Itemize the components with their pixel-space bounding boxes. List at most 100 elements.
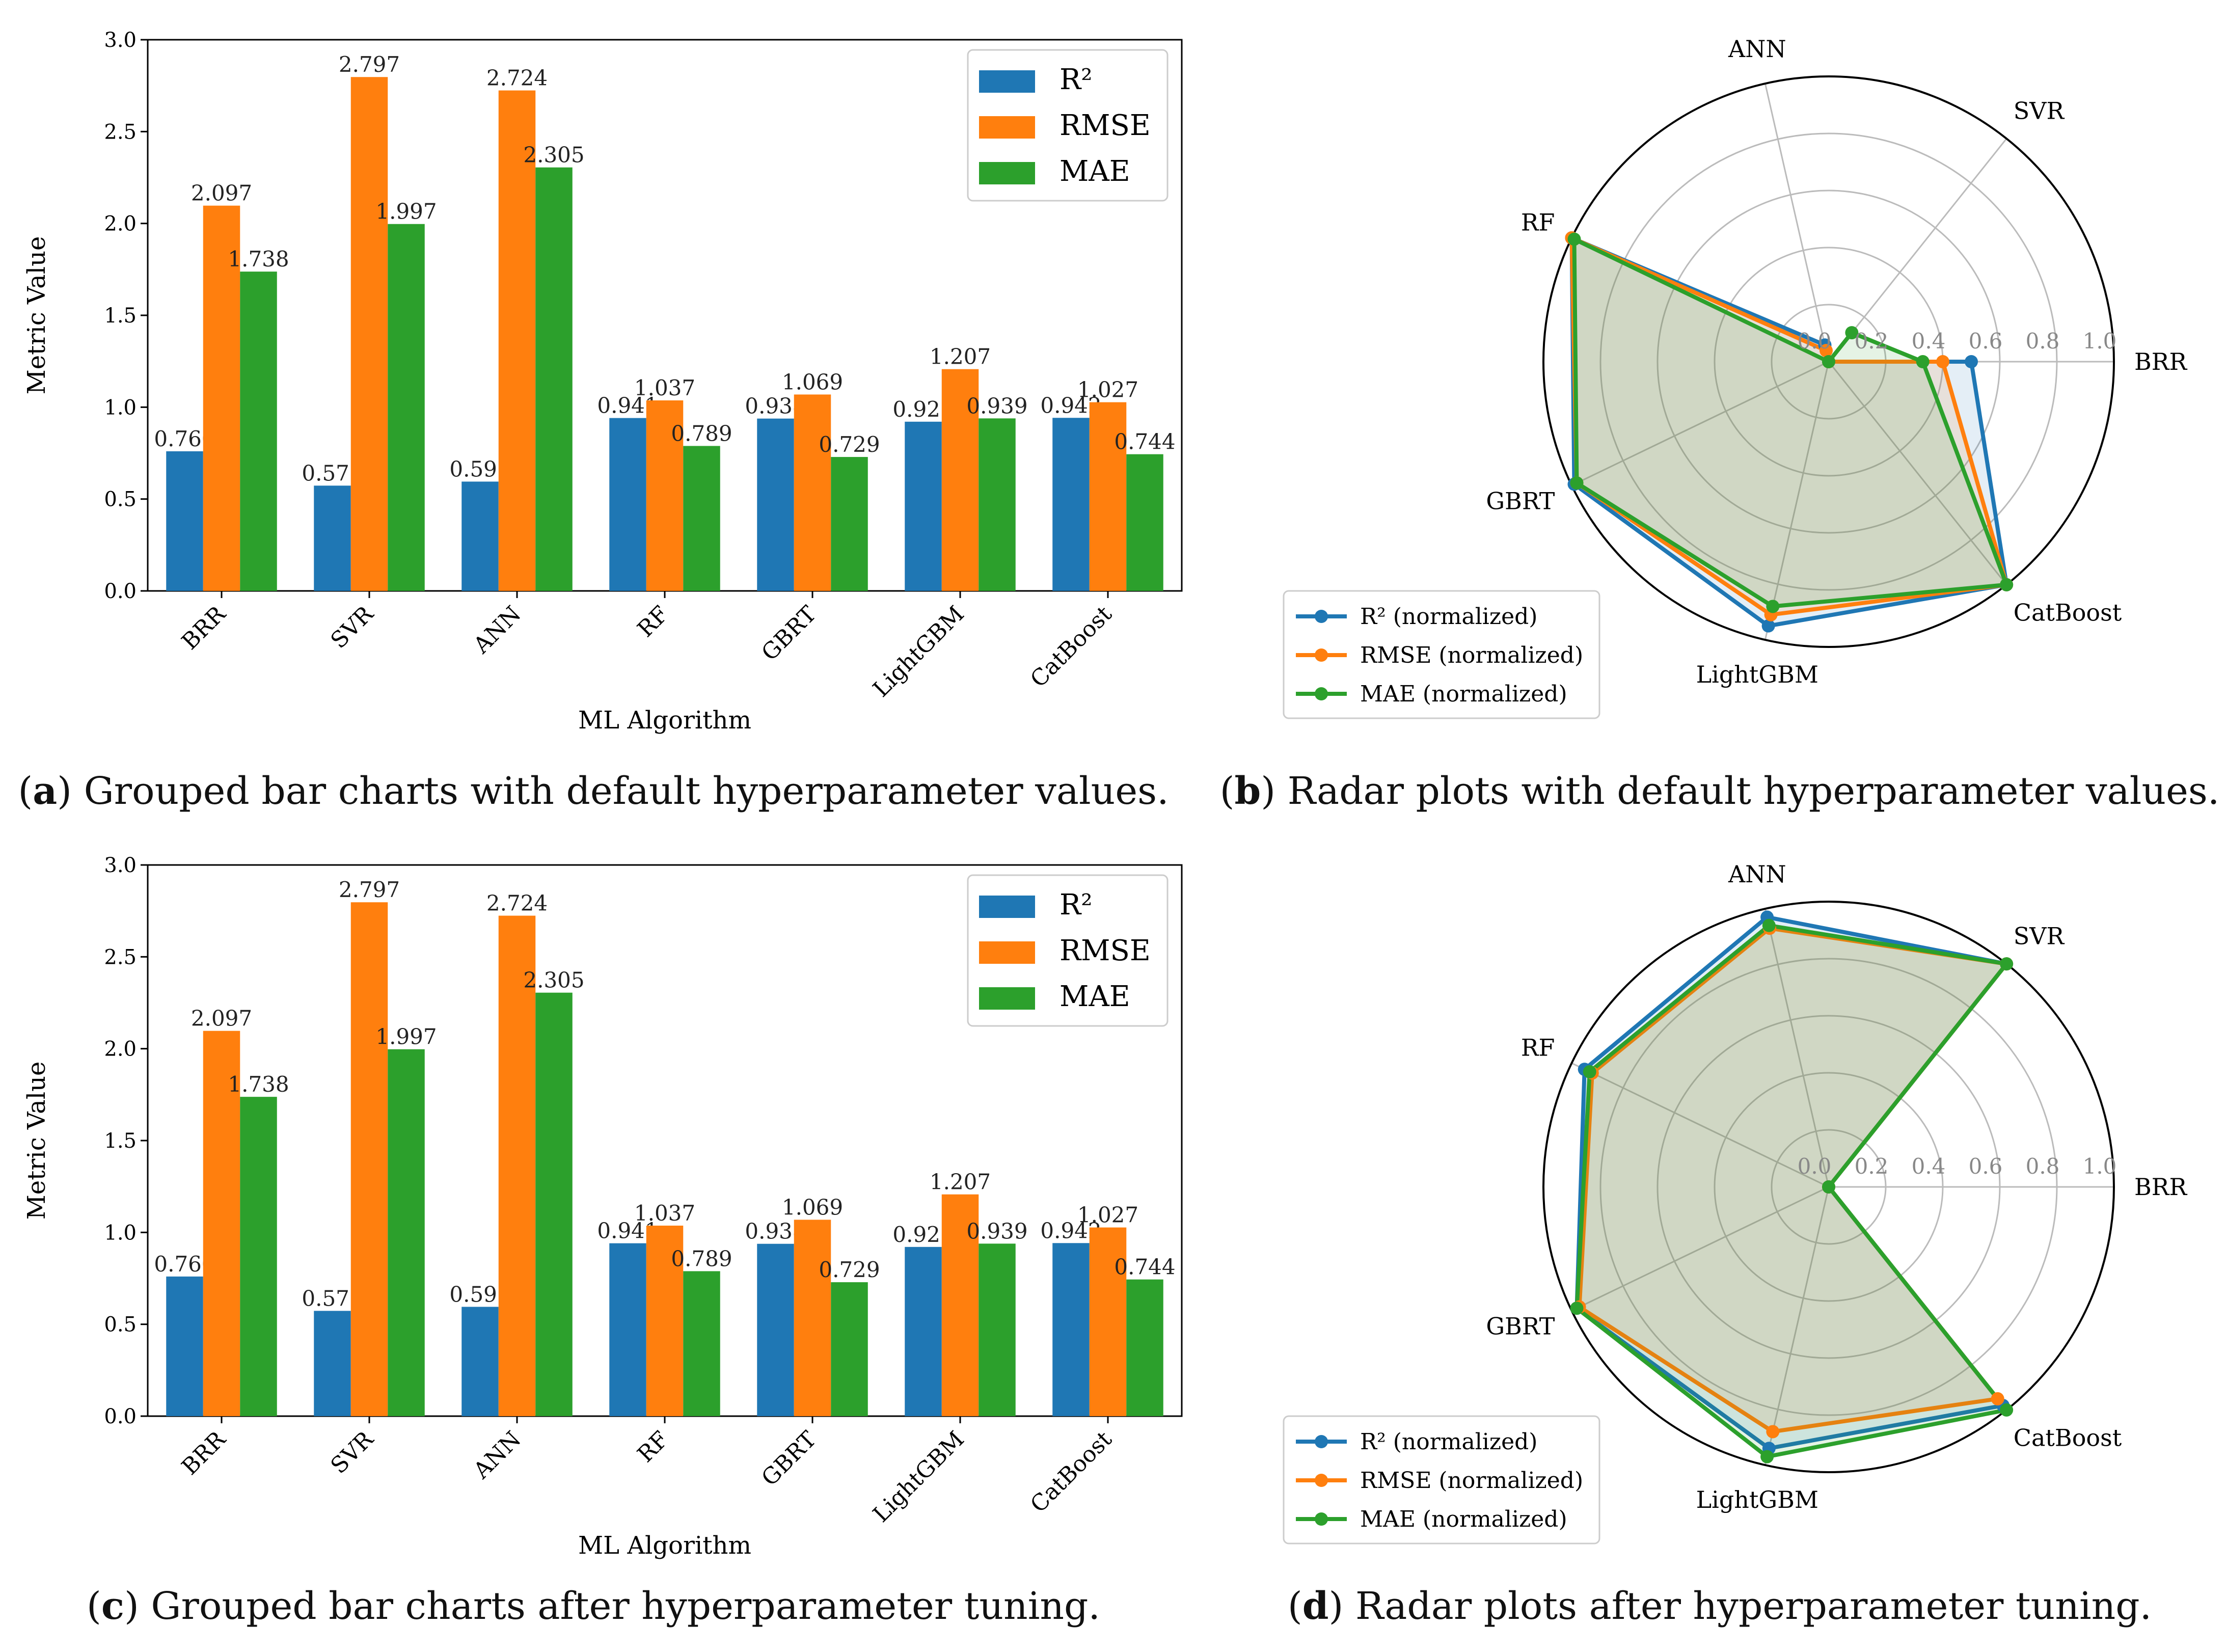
bar-r2 [609,418,646,591]
legend-marker-r2 [1315,610,1328,623]
y-tick-label: 0.5 [104,1313,137,1337]
bar-mae [1126,454,1163,591]
bar-value-label: 0.789 [671,1246,732,1271]
bar-value-label: 0.744 [1114,429,1175,454]
legend-label-rmse: RMSE (normalized) [1360,642,1583,668]
legend-label-mae: MAE (normalized) [1360,1506,1567,1532]
bar-value-label: 2.797 [339,52,400,77]
radar-axis-label: LightGBM [1696,1486,1818,1513]
bar-value-label: 2.305 [523,968,584,993]
radar-point-mae [1766,600,1780,613]
bar-value-label: 2.097 [191,1006,252,1031]
caption-c-letter: c [101,1584,124,1628]
bar-mae [388,224,425,591]
radar-point-mae [1583,1065,1596,1079]
radar-axis-label: LightGBM [1696,661,1818,688]
bar-value-label: 0.729 [819,432,880,457]
caption-a-text: ) Grouped bar charts with default hyperp… [57,769,1169,813]
bar-value-label: 0.789 [671,421,732,446]
radar-r-tick-label: 0.6 [1969,1154,2003,1179]
radar-spoke [1571,1062,1829,1188]
radar-spoke [1828,361,2007,585]
bar-r2 [757,418,794,591]
radar-point-rmse [1819,344,1833,358]
legend-label-rmse: RMSE [1060,109,1151,142]
y-tick-label: 2.5 [104,120,137,144]
bar-value-label: 1.207 [930,1170,991,1195]
bar-rmse [941,369,979,591]
radar-r-tick-label: 0.4 [1912,329,1946,354]
bar-value-label: 2.724 [486,891,548,916]
legend-box [1283,590,1600,719]
radar-point-mae [1567,232,1581,246]
y-tick-label: 3.0 [104,854,137,877]
bar-value-label: 2.097 [191,181,252,206]
bar-mae [979,1243,1016,1416]
radar-outer-circle [1542,75,2115,648]
bar-rmse [794,1220,831,1416]
x-axis-label: ML Algorithm [578,706,751,735]
legend-marker-rmse [1315,1474,1328,1487]
radar-axis-label: BRR [2134,348,2187,375]
bar-r2 [905,1247,942,1416]
bar-r2 [461,481,499,591]
radar-axis-label: SVR [2014,922,2065,950]
legend-swatch-mae [979,162,1035,184]
bar-mae [240,272,277,591]
radar-point-mae [1760,1450,1774,1464]
y-tick-label: 3.0 [104,29,137,52]
radar-point-mae [1916,355,1930,368]
y-tick-label: 2.5 [104,945,137,969]
x-tick-label: ANN [468,601,526,659]
bar-value-label: 0.729 [819,1257,880,1282]
radar-axis-label: SVR [2014,97,2065,124]
bar-mae [240,1097,277,1416]
legend-label-r2: R² [1060,63,1093,96]
legend-marker-mae [1315,687,1328,700]
bar-rmse [498,915,536,1416]
bar-r2 [905,421,942,591]
bar-mae [388,1049,425,1416]
legend-swatch-rmse [979,941,1035,964]
bar-value-label: 1.738 [228,247,289,272]
bar-value-label: 1.207 [930,344,991,369]
radar-axis-label: CatBoost [2014,1424,2122,1452]
radar-chart-default: 0.0 0.2 0.4 0.6 0.8 1.0 BRR SVR ANN RF GBRT LightGB… [1212,0,2227,754]
bar-value-label: 0.939 [966,1218,1027,1243]
caption-b-text: ) Radar plots with default hyperparamete… [1261,769,2220,813]
caption-b-letter: b [1234,769,1261,813]
bar-r2 [461,1307,499,1416]
x-tick-label: CatBoost [1025,1426,1117,1518]
bar-chart-tuned-svg: 0.00.51.01.52.02.53.0BRR0.7602.0971.738S… [22,854,1183,1560]
bar-mae [535,992,573,1416]
bar-value-label: 1.738 [228,1072,289,1097]
x-tick-label: LightGBM [868,601,969,702]
bar-value-label: 1.069 [782,369,843,394]
bar-r2 [1052,418,1090,591]
bar-r2 [314,1311,351,1416]
radar-r-tick-label: 0.6 [1969,329,2003,354]
radar-spoke [1764,83,1830,362]
bar-mae [831,457,868,591]
radar-point-r2 [1965,355,1978,368]
radar-r-tick-label: 0.4 [1912,1154,1946,1179]
bar-chart-tuned: 0.0 0.5 1.0 1.5 2.0 2.5 3.0 BRR 0.760 2.097 1.738 S… [0,825,1187,1579]
bar-rmse [1089,1227,1127,1416]
bar-mae [979,418,1016,591]
radar-point-rmse [1991,1392,2004,1405]
x-axis-label: ML Algorithm [578,1531,751,1560]
bar-rmse [203,1031,240,1416]
caption-d: (d) Radar plots after hyperparameter tun… [1287,1584,2152,1628]
legend-label-r2: R² [1060,888,1093,922]
legend-label-r2: R² (normalized) [1360,1429,1537,1455]
radar-outer-circle [1542,901,2115,1473]
legend-label-mae: MAE (normalized) [1360,681,1567,707]
bar-mae [683,446,720,591]
bar-mae [1126,1279,1163,1416]
radar-point-mae [1845,326,1859,340]
radar-axis-label: RF [1521,1034,1555,1062]
legend-swatch-r2 [979,70,1035,93]
bar-r2 [609,1243,646,1416]
bar-value-label: 2.305 [523,143,584,168]
legend-marker-rmse [1315,648,1328,662]
